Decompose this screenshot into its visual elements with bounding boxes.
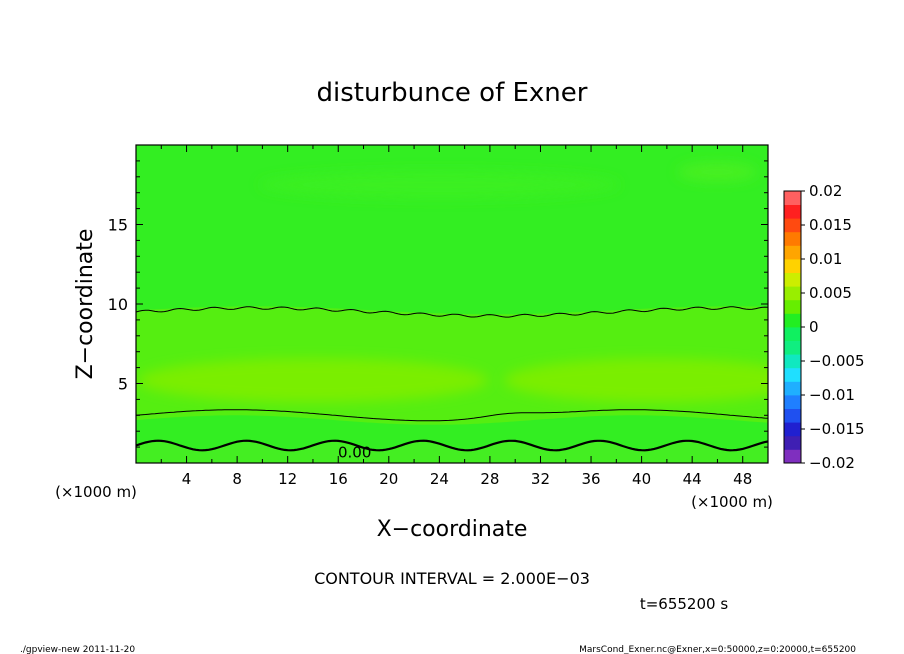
colorbar-swatch — [784, 272, 801, 287]
x-tick-label: 20 — [379, 470, 398, 488]
x-tick-label: 8 — [232, 470, 242, 488]
contour-interval-text: CONTOUR INTERVAL = 2.000E−03 — [314, 569, 590, 588]
colorbar-swatch — [784, 218, 801, 233]
colorbar-swatch — [784, 231, 801, 246]
colorbar-swatch — [784, 449, 801, 464]
y-tick-label: 10 — [108, 295, 128, 314]
field-core-right — [504, 358, 768, 403]
colorbar-tick-label: −0.01 — [809, 386, 855, 404]
y-tick-label: 15 — [108, 216, 128, 235]
colorbar-swatch — [784, 367, 801, 382]
footer-right: MarsCond_Exner.nc@Exner,x=0:50000,z=0:20… — [579, 645, 856, 654]
colorbar-tick-label: −0.015 — [809, 420, 865, 438]
colorbar-swatch — [784, 299, 801, 314]
footer-left: ./gpview-new 2011-11-20 — [20, 645, 135, 654]
colorbar-swatch — [784, 408, 801, 423]
contour-field: 0.00 — [136, 145, 768, 463]
contour-label-zero: 0.00 — [338, 443, 371, 461]
field-core-left — [137, 358, 488, 403]
x-tick-label: 16 — [329, 470, 348, 488]
colorbar: 0.02 0.015 0.01 0.005 0 −0.005 −0.01 −0.015 −0.0… — [783, 182, 865, 472]
contour-line-zero — [136, 439, 768, 452]
x-unit-right: (×1000 m) — [691, 493, 773, 511]
y-tick-label: 5 — [118, 375, 128, 394]
colorbar-tick-label: 0.02 — [809, 182, 842, 200]
colorbar-swatch — [784, 259, 801, 273]
colorbar-tick-label: 0.015 — [809, 216, 852, 234]
colorbar-tick-label: −0.02 — [809, 454, 855, 472]
colorbar-tick-label: 0.005 — [809, 284, 852, 302]
colorbar-swatch — [784, 340, 801, 355]
colorbar-swatch — [784, 354, 801, 369]
chart-title: disturbunce of Exner — [317, 78, 588, 108]
time-text: t=655200 s — [640, 595, 728, 613]
x-tick-label: 48 — [733, 470, 752, 488]
colorbar-swatch — [784, 313, 801, 328]
x-axis-label: X−coordinate — [377, 517, 528, 542]
colorbar-tick-label: −0.005 — [809, 352, 865, 370]
x-tick-label: 28 — [480, 470, 499, 488]
x-axis: 4 8 12 16 20 24 28 32 36 40 44 48 — [160, 145, 752, 488]
x-tick-label: 32 — [531, 470, 550, 488]
x-tick-label: 44 — [683, 470, 702, 488]
x-tick-label: 24 — [430, 470, 449, 488]
colorbar-tick-label: 0 — [809, 318, 819, 336]
colorbar-swatch — [784, 422, 801, 437]
colorbar-tick-label: 0.01 — [809, 250, 842, 268]
colorbar-swatch — [784, 435, 801, 450]
x-tick-label: 36 — [581, 470, 600, 488]
field-patch-upper — [259, 170, 620, 199]
colorbar-swatch — [784, 204, 801, 219]
field-patch-upper-right — [677, 162, 758, 183]
contour-line-middle — [136, 409, 768, 422]
colorbar-swatch — [784, 286, 801, 301]
field-near-surface — [136, 440, 768, 463]
x-unit-left: (×1000 m) — [55, 483, 137, 501]
contour-line-upper — [136, 306, 768, 318]
x-tick-label: 4 — [182, 470, 192, 488]
x-tick-label: 12 — [278, 470, 297, 488]
colorbar-swatch — [784, 395, 801, 409]
x-tick-label: 40 — [632, 470, 651, 488]
colorbar-swatch — [784, 191, 801, 205]
y-axis: 5 10 15 — [108, 160, 768, 448]
colorbar-swatch — [784, 245, 801, 260]
colorbar-swatch — [784, 381, 801, 396]
colorbar-swatch — [784, 327, 801, 341]
y-axis-label: Z−coordinate — [73, 229, 98, 380]
